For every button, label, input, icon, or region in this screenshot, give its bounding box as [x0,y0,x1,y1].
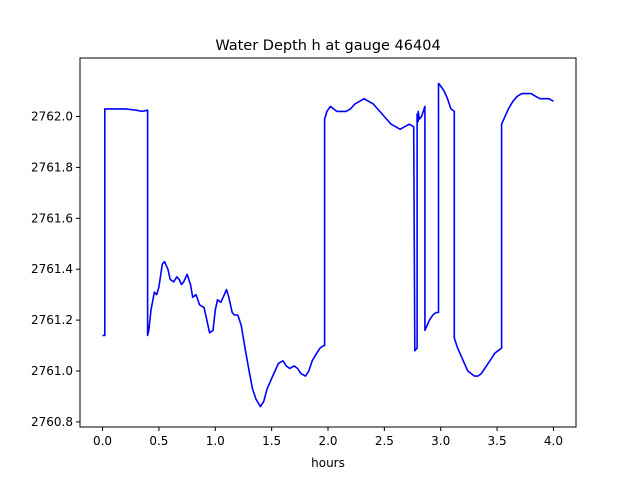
y-tick-label: 2762.0 [31,110,73,124]
series-line [102,82,554,408]
x-tick-label: 2.0 [318,434,337,448]
x-tick-label: 0.0 [93,434,112,448]
x-tick-label: 1.5 [262,434,281,448]
y-tick-label: 2761.0 [31,364,73,378]
x-tick-label: 2.5 [375,434,394,448]
x-tick-label: 0.5 [149,434,168,448]
x-axis-ticks: 0.0 0.5 1.0 1.5 2.0 2.5 3.0 3.5 4.0 [93,427,563,448]
y-tick-label: 2760.8 [31,415,73,429]
plot-frame [79,57,577,428]
y-tick-label: 2761.2 [31,313,73,327]
x-tick-label: 3.5 [488,434,507,448]
y-tick-label: 2761.8 [31,160,73,174]
x-axis-label: hours [311,456,345,470]
y-axis-ticks: 2760.8 2761.0 2761.2 2761.4 2761.6 2761.8 2762… [31,110,80,429]
plot-area [102,82,554,408]
y-tick-label: 2761.4 [31,262,73,276]
x-tick-label: 3.0 [431,434,450,448]
x-tick-label: 1.0 [206,434,225,448]
y-tick-label: 2761.6 [31,211,73,225]
x-tick-label: 4.0 [544,434,563,448]
chart-title: Water Depth h at gauge 46404 [215,38,440,54]
